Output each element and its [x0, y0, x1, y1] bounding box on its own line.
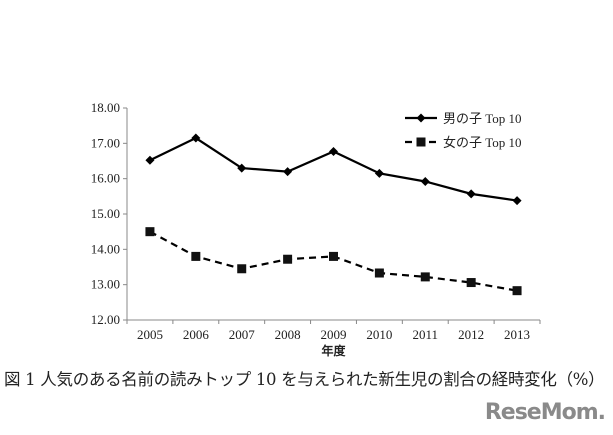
legend-marker	[416, 113, 426, 123]
y-tick-label: 18.00	[91, 100, 120, 115]
data-point	[374, 168, 384, 178]
legend-marker	[416, 137, 426, 147]
y-tick-label: 15.00	[91, 206, 120, 221]
data-point	[283, 254, 293, 264]
x-tick-label: 2012	[458, 327, 484, 342]
data-point	[512, 196, 522, 206]
figure-caption: 図 1 人気のある名前の読みトップ 10 を与えられた新生児の割合の経時変化（%…	[4, 370, 605, 389]
y-tick-label: 17.00	[91, 135, 120, 150]
x-tick-label: 2006	[183, 327, 210, 342]
data-point	[283, 167, 293, 177]
x-tick-label: 2010	[366, 327, 392, 342]
y-tick-label: 12.00	[91, 312, 120, 327]
legend-label: 女の子 Top 10	[443, 135, 522, 150]
x-tick-label: 2011	[413, 327, 439, 342]
x-tick-label: 2007	[229, 327, 256, 342]
y-tick-label: 16.00	[91, 171, 120, 186]
data-point	[329, 146, 338, 156]
x-tick-label: 2013	[504, 327, 530, 342]
data-point	[420, 176, 430, 186]
x-axis-label: 年度	[321, 343, 346, 358]
data-point	[466, 278, 476, 288]
data-point	[329, 251, 338, 261]
x-tick-label: 2005	[137, 327, 163, 342]
series-line-2	[149, 230, 518, 292]
data-point	[237, 264, 247, 274]
data-point	[374, 268, 384, 278]
legend-label: 男の子 Top 10	[443, 111, 522, 126]
data-point	[191, 133, 201, 143]
x-tick-label: 2008	[275, 327, 301, 342]
data-point	[512, 286, 522, 296]
resemom-logo: ReseMom.	[484, 400, 606, 425]
y-tick-label: 14.00	[91, 241, 120, 256]
data-point	[420, 272, 430, 282]
data-point	[466, 189, 476, 199]
y-tick-label: 13.00	[91, 277, 120, 292]
data-point	[145, 155, 155, 165]
data-point	[237, 163, 247, 173]
data-point	[145, 227, 155, 237]
data-point	[191, 251, 201, 261]
x-tick-label: 2009	[321, 327, 347, 342]
